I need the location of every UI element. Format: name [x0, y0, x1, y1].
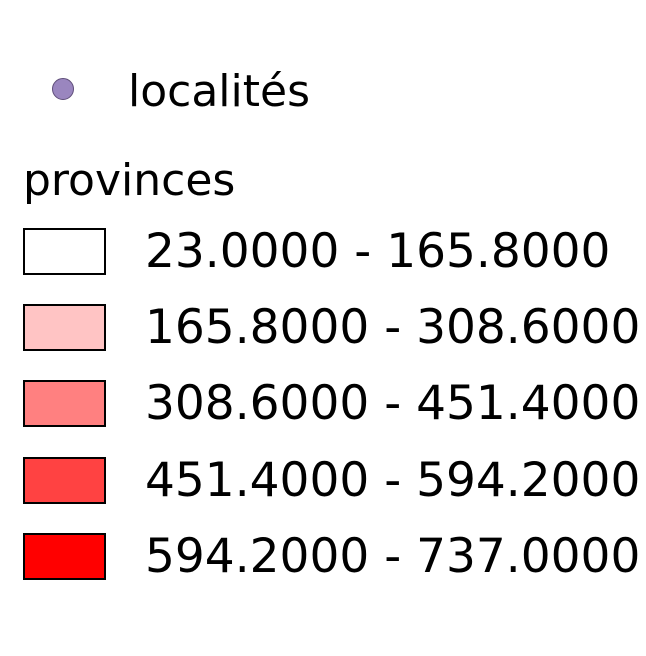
- class-range-label: 165.8000 - 308.6000: [145, 300, 641, 355]
- class-range-label: 594.2000 - 737.0000: [145, 529, 641, 584]
- legend-item-localites: localités: [0, 62, 646, 122]
- class-range-label: 23.0000 - 165.8000: [145, 224, 611, 279]
- class-swatch: [23, 304, 106, 351]
- class-swatch: [23, 380, 106, 427]
- legend-class-row: 165.8000 - 308.6000: [0, 298, 646, 358]
- provinces-title: provinces: [23, 155, 236, 206]
- legend-class-row: 23.0000 - 165.8000: [0, 222, 646, 282]
- class-swatch: [23, 457, 106, 504]
- class-swatch: [23, 533, 106, 580]
- legend-class-row: 451.4000 - 594.2000: [0, 451, 646, 511]
- legend-class-row: 308.6000 - 451.4000: [0, 374, 646, 434]
- class-range-label: 308.6000 - 451.4000: [145, 376, 641, 431]
- legend-class-row: 594.2000 - 737.0000: [0, 527, 646, 587]
- class-range-label: 451.4000 - 594.2000: [145, 453, 641, 508]
- class-swatch: [23, 228, 106, 275]
- localites-label: localités: [128, 66, 310, 117]
- localites-point-symbol: [52, 78, 74, 100]
